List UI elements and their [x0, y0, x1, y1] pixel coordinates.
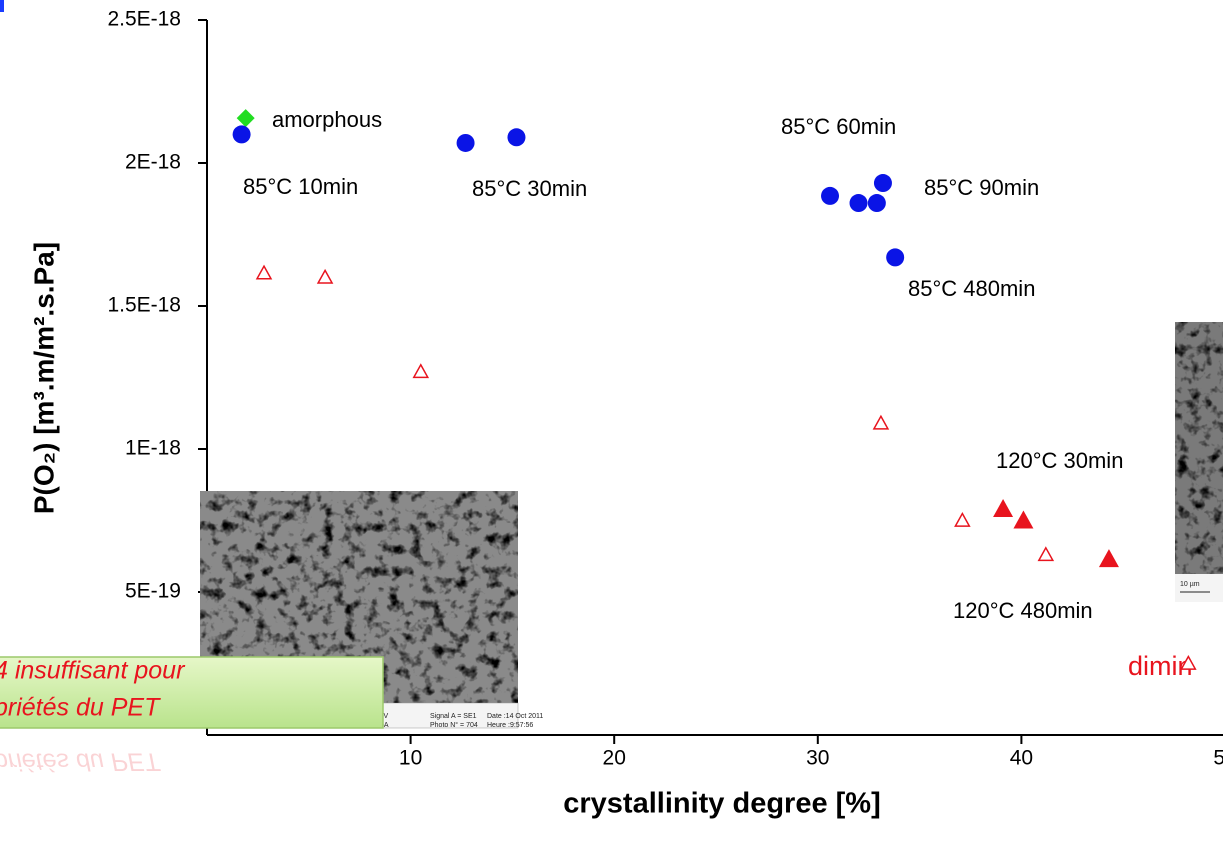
- text-box-reflection: priétés du PET: [0, 747, 161, 775]
- y-tick-label: 1.5E-18: [107, 294, 181, 317]
- text-box: 4 insuffisant pour priétés du PET priété…: [0, 656, 384, 775]
- image-caption: 10 µm: [1180, 581, 1200, 588]
- image-caption: Heure :9:57:56: [487, 722, 533, 729]
- point: [886, 248, 905, 267]
- annotation: amorphous: [272, 107, 382, 132]
- point: [255, 264, 273, 280]
- x-tick-label: 50: [1213, 747, 1223, 770]
- text-box-line: 4 insuffisant pour: [0, 657, 186, 685]
- point: [873, 174, 892, 193]
- x-tick-label: 10: [399, 747, 422, 770]
- point: [849, 194, 868, 213]
- point: [1037, 546, 1055, 562]
- annotation: 85°C 480min: [908, 276, 1035, 301]
- annotation: 85°C 60min: [781, 114, 896, 139]
- y-tick-label: 1E-18: [125, 437, 181, 460]
- y-tick-label: 2.5E-18: [107, 8, 181, 31]
- x-tick-label: 20: [603, 747, 626, 770]
- point: [993, 499, 1014, 518]
- x-tick-label: 40: [1010, 747, 1033, 770]
- point: [821, 186, 840, 205]
- annotation: 85°C 10min: [243, 174, 358, 199]
- image-caption: kV: [380, 713, 389, 720]
- point: [456, 133, 475, 152]
- image-caption: Signal A = SE1: [430, 713, 477, 720]
- point: [954, 511, 971, 527]
- sem-image: [1175, 322, 1223, 602]
- text-box-line: priétés du PET: [0, 694, 161, 722]
- y-axis-title: P(O₂) [m³.m/m².s.Pa]: [28, 242, 59, 514]
- point: [507, 128, 526, 147]
- point: [236, 109, 255, 128]
- point: [872, 414, 890, 430]
- point: [867, 194, 886, 213]
- point: [316, 268, 334, 284]
- corner-mark: [0, 0, 4, 12]
- image-caption: pA: [380, 722, 389, 729]
- annotation: 120°C 30min: [996, 448, 1123, 473]
- x-axis-title: crystallinity degree [%]: [563, 788, 881, 820]
- x-tick-label: 30: [806, 747, 829, 770]
- axes: 5E-19 1E-18 1.5E-18 2E-18 2.5E-18 10 20 30 40 50 c…: [28, 8, 1223, 820]
- annotation: 85°C 90min: [924, 175, 1039, 200]
- point: [412, 363, 430, 379]
- annotation: 85°C 30min: [472, 176, 587, 201]
- side-note: dimin: [1128, 651, 1193, 681]
- marks: [232, 109, 1197, 670]
- point: [1098, 549, 1119, 568]
- image-caption: Photo N° = 704: [430, 721, 478, 729]
- y-tick-label: 2E-18: [125, 151, 181, 174]
- image-caption: Date :14 Oct 2011: [487, 713, 543, 720]
- point: [1013, 510, 1034, 529]
- y-tick-label: 5E-19: [125, 580, 181, 603]
- annotations: amorphous 85°C 10min 85°C 30min 85°C 60min 8…: [243, 107, 1193, 681]
- point: [1180, 654, 1197, 670]
- point: [232, 125, 251, 144]
- annotation: 120°C 480min: [953, 598, 1093, 623]
